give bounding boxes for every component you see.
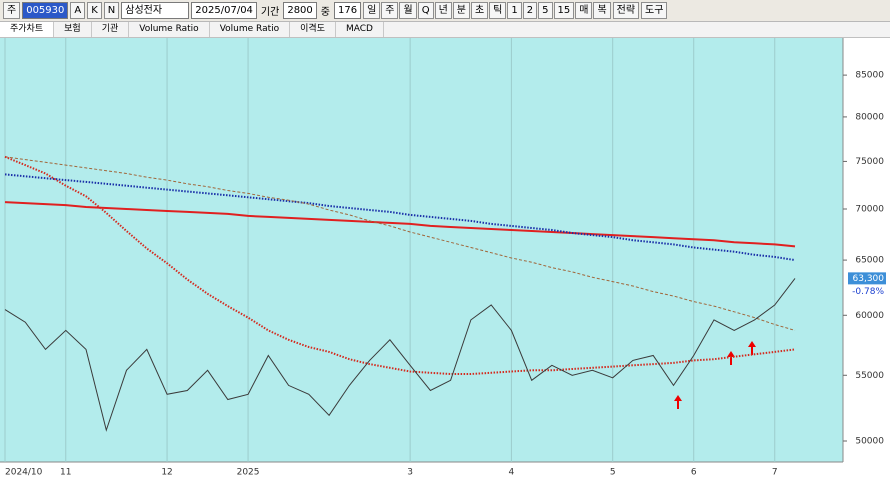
option-a[interactable]: A [70,2,86,19]
toolbar: 주 005930 A K N 삼성전자 2025/07/04 기간 2800 중… [0,0,890,22]
price-label: 63,300 [853,274,885,284]
signal-arrow [674,395,682,409]
interval-button[interactable]: 1 [507,2,522,19]
period-label: 기간 [260,7,280,18]
chart-tab[interactable]: 보험 [54,22,92,37]
chart-tab[interactable]: 이격도 [290,22,336,37]
plot-background [0,38,843,462]
y-tick-label: 65000 [855,256,884,266]
interval-button[interactable]: 년 [434,2,452,19]
code-input[interactable]: 005930 [22,2,69,19]
series-line [4,201,796,248]
x-tick-label: 7 [772,468,778,478]
option-k[interactable]: K [87,2,102,19]
x-tick-label: 5 [610,468,616,478]
x-tick-label: 12 [161,468,172,478]
y-tick-label: 85000 [855,71,884,81]
zoom-label: 중 [320,7,330,18]
y-tick-label: 80000 [855,112,884,122]
interval-button[interactable]: 초 [470,2,489,19]
series-line [4,156,796,331]
chart-tab[interactable]: MACD [336,22,384,37]
interval-button[interactable]: 복 [593,2,611,19]
chart-tab[interactable]: Volume Ratio [210,22,291,37]
interval-button[interactable]: 월 [399,2,417,19]
tab-bar: 주가차트 보험 기관 Volume Ratio Volume Ratio 이격도 MACD [0,22,890,38]
interval-button[interactable]: 틱 [489,2,507,19]
interval-button[interactable]: 2 [522,2,538,19]
y-tick-label: 55000 [855,371,884,381]
y-tick-label: 60000 [855,311,884,321]
x-tick-label: 2025 [237,468,260,478]
chart: 2024/10 11 12 2025 3 4 5 6 7 50000 55000 60000 65000… [0,38,886,478]
tools-button[interactable]: 도구 [641,2,668,19]
interval-button[interactable]: 5 [538,2,553,19]
x-tick-label: 6 [691,468,697,478]
x-tick-label: 4 [509,468,515,478]
price-label-box [848,272,886,285]
interval-button[interactable]: 일 [363,2,381,19]
chart-tab[interactable]: 기관 [92,22,130,37]
interval-button[interactable]: Q [417,2,434,19]
interval-button[interactable]: 15 [553,2,575,19]
strategy-button[interactable]: 전략 [612,2,640,19]
y-tick-label: 75000 [855,157,884,167]
change-label: -0.78% [852,287,884,297]
interval-group: 일 주 월 Q 년 분 초 틱 1 2 5 15 매 복 [363,2,611,19]
x-tick-label: 2024/10 [5,468,43,478]
zoom-input[interactable]: 176 [333,2,362,19]
date-input[interactable]: 2025/07/04 [191,2,257,19]
stock-name[interactable]: 삼성전자 [121,2,190,19]
interval-button[interactable]: 주 [381,2,399,19]
option-n[interactable]: N [103,2,120,19]
series-line [4,278,796,432]
interval-button[interactable]: 분 [452,2,470,19]
signal-arrow [748,341,756,355]
chart-tab[interactable]: 주가차트 [0,22,55,37]
x-tick-label: 3 [407,468,413,478]
y-tick-label: 70000 [855,204,884,214]
series-line [4,155,796,375]
period-input[interactable]: 2800 [283,2,317,19]
series-line [4,173,796,262]
y-tick-label: 50000 [855,436,884,446]
chart-tab[interactable]: Volume Ratio [129,22,210,37]
x-tick-label: 11 [60,468,71,478]
interval-button[interactable]: 매 [575,2,593,19]
market-button[interactable]: 주 [3,2,21,19]
